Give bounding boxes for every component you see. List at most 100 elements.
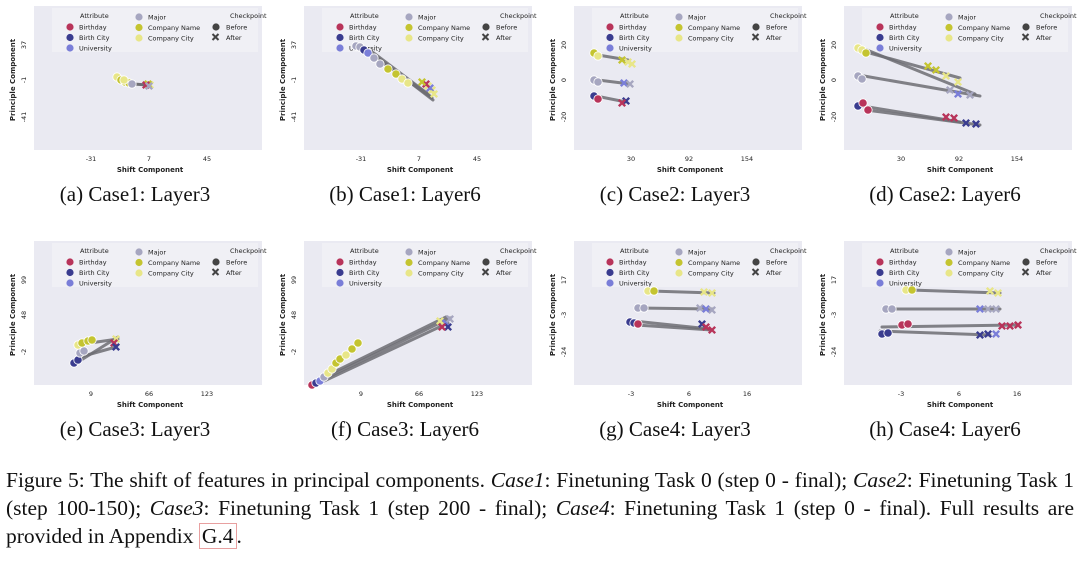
point-before <box>391 69 401 79</box>
legend-label: Birth City <box>349 269 380 277</box>
y-tick-label: -24 <box>560 347 568 358</box>
data-marks <box>307 314 455 390</box>
legend: Attribute Checkpoint Birthday Birth City Uni… <box>52 8 267 53</box>
legend-box <box>862 8 1068 52</box>
point-after <box>617 98 627 108</box>
y-axis-label: Principle Component <box>279 273 287 356</box>
subfigure-a: Attribute Checkpoint Birthday Birth City Uni… <box>0 0 270 230</box>
legend: Attribute Checkpoint Birthday Birth City Uni… <box>862 8 1077 53</box>
legend-marker-birthday <box>606 23 614 31</box>
x-axis-label: Shift Component <box>117 401 184 409</box>
legend-label: Before <box>226 24 247 32</box>
legend-label: Major <box>958 249 976 257</box>
legend-title-checkpoint: Checkpoint <box>230 12 267 20</box>
legend-label: Company Name <box>958 24 1010 32</box>
point-after <box>991 329 1001 339</box>
point-before <box>907 285 917 295</box>
shift-line <box>634 323 714 332</box>
subfigure-f: Attribute Checkpoint Birthday Birth City Uni… <box>270 235 540 465</box>
legend-box <box>862 243 1068 287</box>
legend-label: After <box>1036 34 1052 42</box>
point-before <box>119 75 129 85</box>
point-after <box>953 77 963 87</box>
plot-a: Attribute Checkpoint Birthday Birth City Uni… <box>9 6 267 174</box>
legend-label: Before <box>496 259 517 267</box>
shift-line <box>908 288 1002 295</box>
legend-marker-birthday <box>336 23 344 31</box>
legend-marker-major <box>135 13 143 21</box>
legend-marker-university <box>606 44 614 52</box>
legend-marker-major <box>405 13 413 21</box>
data-marks <box>589 48 637 108</box>
legend-label: Company City <box>688 35 734 43</box>
legend-label: After <box>766 34 782 42</box>
subfigure-caption: (e) Case3: Layer3 <box>59 417 211 441</box>
y-axis-label: Principle Component <box>9 273 17 356</box>
legend-label: Birth City <box>619 269 650 277</box>
data-marks <box>112 72 155 91</box>
point-after <box>443 322 453 332</box>
y-tick-label: 99 <box>290 276 298 284</box>
appendix-link[interactable]: G.4 <box>198 523 237 549</box>
point-after <box>931 65 941 75</box>
x-tick-label: 45 <box>473 155 481 163</box>
point-after <box>923 61 933 71</box>
legend-marker-birthday <box>336 258 344 266</box>
legend-label: Major <box>418 14 436 22</box>
point-after <box>111 334 121 344</box>
legend-label: Before <box>496 24 517 32</box>
legend-label: Before <box>226 259 247 267</box>
legend-label: Birth City <box>619 34 650 42</box>
point-after <box>993 288 1003 298</box>
caption-case1-text: : Finetuning Task 0 (step 0 - final); <box>544 468 854 492</box>
legend-marker-company-city <box>135 34 143 42</box>
x-tick-label: -3 <box>898 390 904 398</box>
y-tick-label: -41 <box>290 112 298 123</box>
y-tick-label: -20 <box>560 112 568 123</box>
point-before <box>375 59 385 69</box>
legend-marker-after <box>211 268 220 276</box>
legend-label: Birth City <box>79 34 110 42</box>
y-tick-label: 37 <box>290 41 298 49</box>
x-tick-label: 92 <box>685 155 693 163</box>
point-before <box>87 335 97 345</box>
point-after <box>445 314 455 324</box>
point-after <box>109 338 119 348</box>
legend-label: Birthday <box>619 24 647 32</box>
legend-label: Company City <box>418 270 464 278</box>
legend-label: Major <box>418 249 436 257</box>
y-tick-label: -3 <box>560 312 568 318</box>
point-after <box>701 322 711 332</box>
subfigure-caption: (g) Case4: Layer3 <box>599 417 751 441</box>
point-before <box>633 319 643 329</box>
y-axis-label: Principle Component <box>819 38 827 121</box>
legend-label: University <box>889 45 922 53</box>
x-tick-label: 6 <box>957 390 961 398</box>
legend-label: Before <box>1036 24 1057 32</box>
legend-marker-after <box>1021 268 1030 276</box>
y-tick-label: 17 <box>830 276 838 284</box>
legend-marker-company-name <box>405 23 413 32</box>
legend-label: University <box>79 280 112 288</box>
x-tick-label: 7 <box>147 155 151 163</box>
point-after <box>707 288 717 298</box>
y-axis-label: Principle Component <box>549 273 557 356</box>
point-before <box>883 328 893 338</box>
legend-label: After <box>1036 269 1052 277</box>
legend-title-attribute: Attribute <box>350 12 379 20</box>
y-axis-label: Principle Component <box>819 273 827 356</box>
point-before <box>127 79 137 89</box>
legend-box <box>322 243 528 287</box>
point-after <box>435 316 445 326</box>
plot-d: Attribute Checkpoint Birthday Birth City Uni… <box>819 6 1077 174</box>
point-before <box>363 48 373 58</box>
point-after <box>953 89 963 99</box>
legend-marker-company-name <box>675 23 683 32</box>
legend-title-checkpoint: Checkpoint <box>500 247 537 255</box>
legend-label: University <box>619 280 652 288</box>
point-before <box>861 48 871 58</box>
legend-box <box>592 243 798 287</box>
shift-line <box>328 315 448 376</box>
subfigure-caption: (f) Case3: Layer6 <box>330 417 480 441</box>
